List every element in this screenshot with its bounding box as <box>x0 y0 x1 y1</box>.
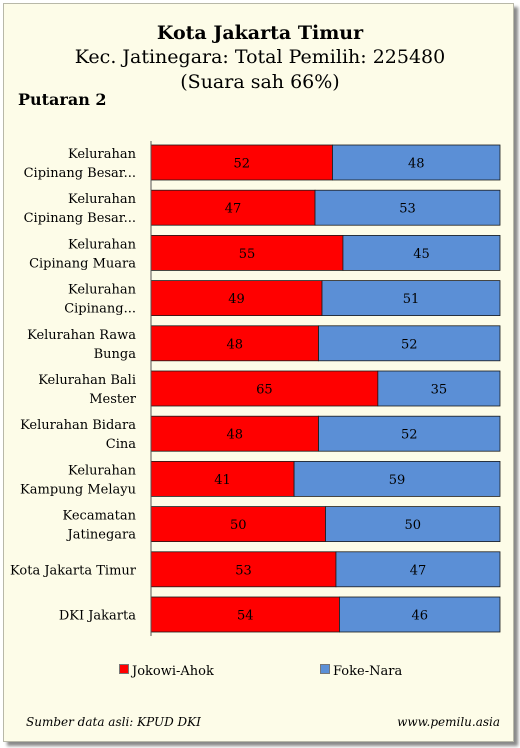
bar-foke-nara <box>377 370 501 407</box>
bar-jokowi-ahok <box>150 415 319 452</box>
bar-foke-nara <box>325 506 501 543</box>
source-note: Sumber data asli: KPUD DKI <box>26 715 201 729</box>
chart-subtitle-line1: Kec. Jatinegara: Total Pemilih: 225480 <box>74 46 446 68</box>
bar-value-label: 52 <box>401 428 418 443</box>
bar-value-label: 46 <box>411 609 428 624</box>
bar-jokowi-ahok <box>150 460 295 497</box>
category-label: Kelurahan <box>68 463 137 478</box>
category-label: Jatinegara <box>66 528 137 543</box>
bar-foke-nara <box>318 415 501 452</box>
round-label: Putaran 2 <box>18 90 107 109</box>
bar-foke-nara <box>314 189 501 226</box>
bar-value-label: 50 <box>404 518 421 533</box>
category-label: Kecamatan <box>62 509 136 524</box>
category-label: DKI Jakarta <box>59 609 136 624</box>
legend-swatch-jokowi-ahok <box>119 664 129 674</box>
category-label: Kelurahan Bidara <box>20 418 136 433</box>
category-label: Cipinang Besar... <box>24 166 136 181</box>
legend-item-foke-nara: Foke-Nara <box>320 664 402 679</box>
bar-value-label: 50 <box>230 518 247 533</box>
category-label: Cina <box>106 437 136 452</box>
category-label: Kampung Melayu <box>20 482 136 497</box>
category-label: Mester <box>89 392 137 407</box>
bar-foke-nara <box>318 325 501 362</box>
bar-value-label: 53 <box>235 563 252 578</box>
chart-title: Kota Jakarta Timur <box>156 22 364 44</box>
bar-value-label: 35 <box>431 383 448 398</box>
bar-jokowi-ahok <box>150 551 337 588</box>
bar-foke-nara <box>293 460 501 497</box>
category-label: Kelurahan <box>68 237 137 252</box>
category-label: Bunga <box>94 347 137 362</box>
bar-value-label: 53 <box>399 202 416 217</box>
category-label: Cipinang Besar... <box>24 211 136 226</box>
bar-value-label: 48 <box>226 428 243 443</box>
bar-value-label: 47 <box>225 202 242 217</box>
bar-jokowi-ahok <box>150 234 344 271</box>
legend-swatch-foke-nara <box>320 664 330 674</box>
bar-value-label: 52 <box>233 157 250 172</box>
bar-jokowi-ahok <box>150 144 333 181</box>
bar-foke-nara <box>339 596 501 633</box>
bar-foke-nara <box>335 551 501 588</box>
bar-value-label: 49 <box>228 292 245 307</box>
bar-jokowi-ahok <box>150 596 340 633</box>
legend-label-jokowi-ahok: Jokowi-Ahok <box>132 664 214 679</box>
category-label: Kelurahan <box>68 192 137 207</box>
bar-foke-nara <box>332 144 501 181</box>
category-label: Kota Jakarta Timur <box>10 563 137 578</box>
site-credit: www.pemilu.asia <box>397 715 500 729</box>
bar-value-label: 55 <box>239 247 256 262</box>
bar-value-label: 48 <box>408 157 425 172</box>
legend-item-jokowi-ahok: Jokowi-Ahok <box>119 664 214 679</box>
bar-foke-nara <box>342 234 501 271</box>
bar-value-label: 48 <box>226 337 243 352</box>
category-label: Cipinang... <box>64 302 136 317</box>
bar-value-label: 52 <box>401 337 418 352</box>
category-label: Kelurahan Rawa <box>27 328 136 343</box>
bar-value-label: 41 <box>214 473 231 488</box>
bar-jokowi-ahok <box>150 370 379 407</box>
bar-foke-nara <box>321 280 501 317</box>
bar-value-label: 54 <box>237 609 254 624</box>
bar-value-label: 45 <box>413 247 430 262</box>
bar-jokowi-ahok <box>150 325 319 362</box>
category-label: Cipinang Muara <box>29 256 136 271</box>
category-label: Kelurahan <box>68 283 137 298</box>
category-label: Kelurahan <box>68 147 137 162</box>
bar-value-label: 65 <box>256 383 273 398</box>
bar-value-label: 51 <box>403 292 420 307</box>
bar-jokowi-ahok <box>150 280 323 317</box>
bar-value-label: 59 <box>389 473 406 488</box>
chart-subtitle-line2: (Suara sah 66%) <box>180 71 340 93</box>
bar-value-label: 47 <box>410 563 427 578</box>
category-label: Kelurahan Bali <box>38 373 136 388</box>
legend-label-foke-nara: Foke-Nara <box>333 664 403 679</box>
